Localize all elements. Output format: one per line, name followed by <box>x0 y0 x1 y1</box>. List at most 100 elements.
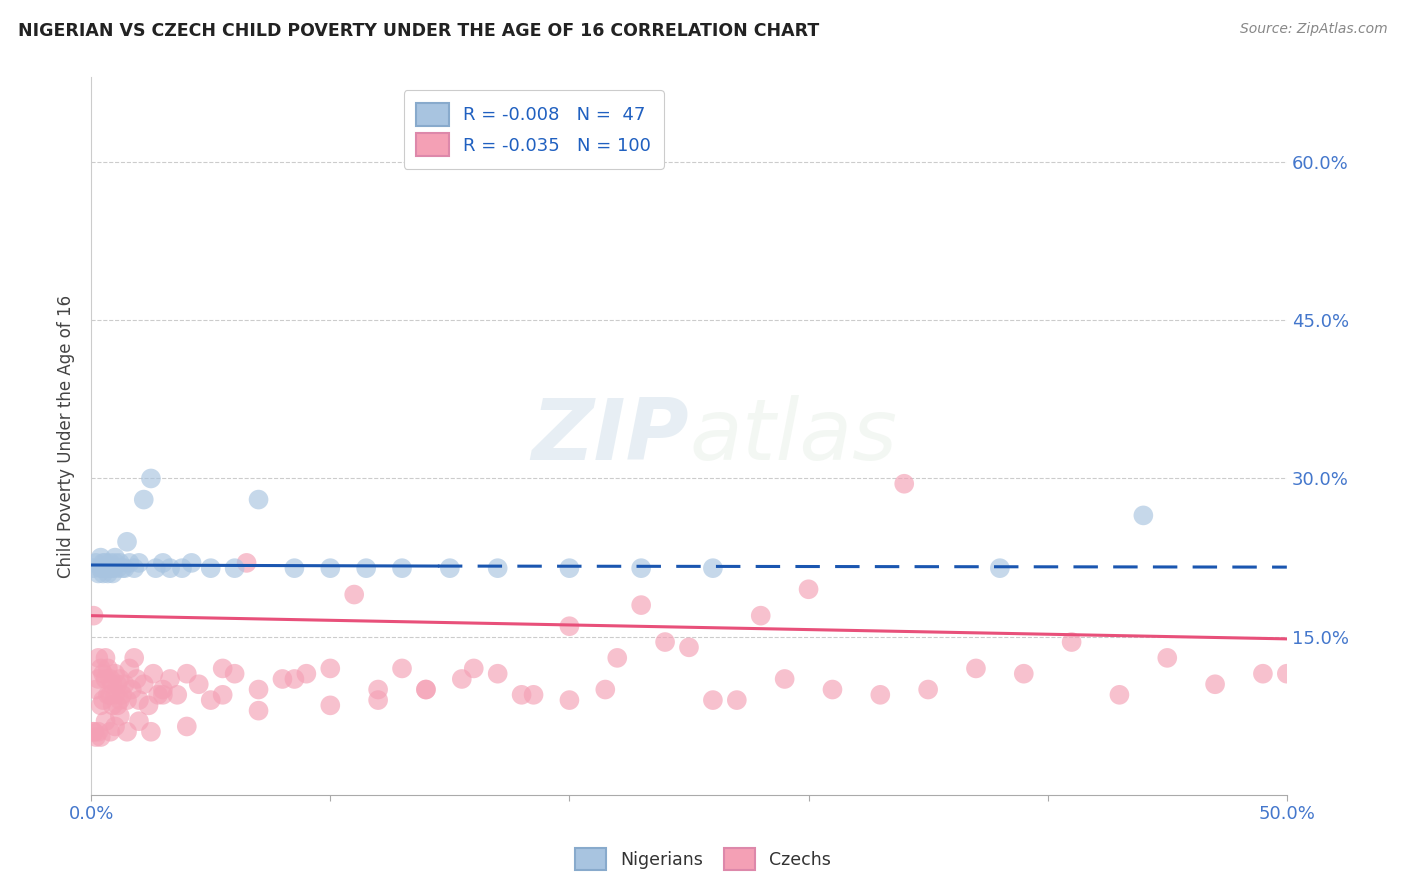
Point <box>104 550 127 565</box>
Text: ZIP: ZIP <box>531 395 689 478</box>
Point <box>146 688 169 702</box>
Point <box>139 724 162 739</box>
Point <box>90 661 112 675</box>
Point <box>87 566 110 581</box>
Point <box>391 561 413 575</box>
Point <box>83 561 105 575</box>
Point <box>170 561 193 575</box>
Point <box>114 561 136 575</box>
Point <box>125 672 148 686</box>
Point <box>87 672 110 686</box>
Point <box>1132 508 1154 523</box>
Point <box>893 476 915 491</box>
Point <box>115 724 138 739</box>
Point <box>104 688 127 702</box>
Point <box>121 682 143 697</box>
Point <box>97 561 120 575</box>
Point <box>91 566 114 581</box>
Point <box>94 556 117 570</box>
Point <box>558 619 581 633</box>
Point <box>319 561 342 575</box>
Point <box>83 724 105 739</box>
Point <box>271 672 294 686</box>
Point <box>200 561 222 575</box>
Point <box>98 724 121 739</box>
Point <box>606 651 628 665</box>
Point <box>797 582 820 597</box>
Point <box>139 471 162 485</box>
Point <box>111 561 134 575</box>
Point <box>211 661 233 675</box>
Point <box>101 677 124 691</box>
Point <box>1156 651 1178 665</box>
Point <box>83 608 105 623</box>
Point <box>630 598 652 612</box>
Point <box>114 677 136 691</box>
Point <box>91 693 114 707</box>
Point <box>98 556 121 570</box>
Point <box>654 635 676 649</box>
Point <box>450 672 472 686</box>
Point <box>84 556 107 570</box>
Point <box>97 688 120 702</box>
Point <box>87 651 110 665</box>
Point <box>1012 666 1035 681</box>
Point <box>1060 635 1083 649</box>
Point <box>319 698 342 713</box>
Point <box>104 666 127 681</box>
Point <box>108 693 131 707</box>
Point <box>200 693 222 707</box>
Point <box>354 561 377 575</box>
Point <box>391 661 413 675</box>
Point <box>128 693 150 707</box>
Point <box>142 666 165 681</box>
Point <box>91 556 114 570</box>
Point <box>152 682 174 697</box>
Point <box>510 688 533 702</box>
Point <box>211 688 233 702</box>
Point <box>235 556 257 570</box>
Point <box>132 677 155 691</box>
Point <box>522 688 544 702</box>
Point <box>108 709 131 723</box>
Point <box>91 561 114 575</box>
Point <box>107 561 129 575</box>
Point <box>1251 666 1274 681</box>
Point <box>145 561 167 575</box>
Point <box>98 561 121 575</box>
Point <box>94 651 117 665</box>
Point <box>90 561 112 575</box>
Point <box>90 698 112 713</box>
Point <box>463 661 485 675</box>
Point <box>180 556 202 570</box>
Point <box>97 661 120 675</box>
Point <box>118 556 141 570</box>
Point <box>138 698 160 713</box>
Point <box>247 492 270 507</box>
Point <box>118 661 141 675</box>
Point <box>1108 688 1130 702</box>
Point <box>630 561 652 575</box>
Point <box>87 724 110 739</box>
Point <box>122 561 145 575</box>
Point <box>917 682 939 697</box>
Point <box>558 693 581 707</box>
Point <box>115 534 138 549</box>
Point <box>821 682 844 697</box>
Point <box>725 693 748 707</box>
Point <box>678 640 700 655</box>
Point <box>283 672 305 686</box>
Text: atlas: atlas <box>689 395 897 478</box>
Point <box>283 561 305 575</box>
Point <box>98 688 121 702</box>
Point <box>773 672 796 686</box>
Point <box>749 608 772 623</box>
Point <box>128 714 150 729</box>
Point <box>486 666 509 681</box>
Point <box>84 730 107 744</box>
Point <box>415 682 437 697</box>
Point <box>104 719 127 733</box>
Point <box>295 666 318 681</box>
Point <box>90 550 112 565</box>
Point <box>91 666 114 681</box>
